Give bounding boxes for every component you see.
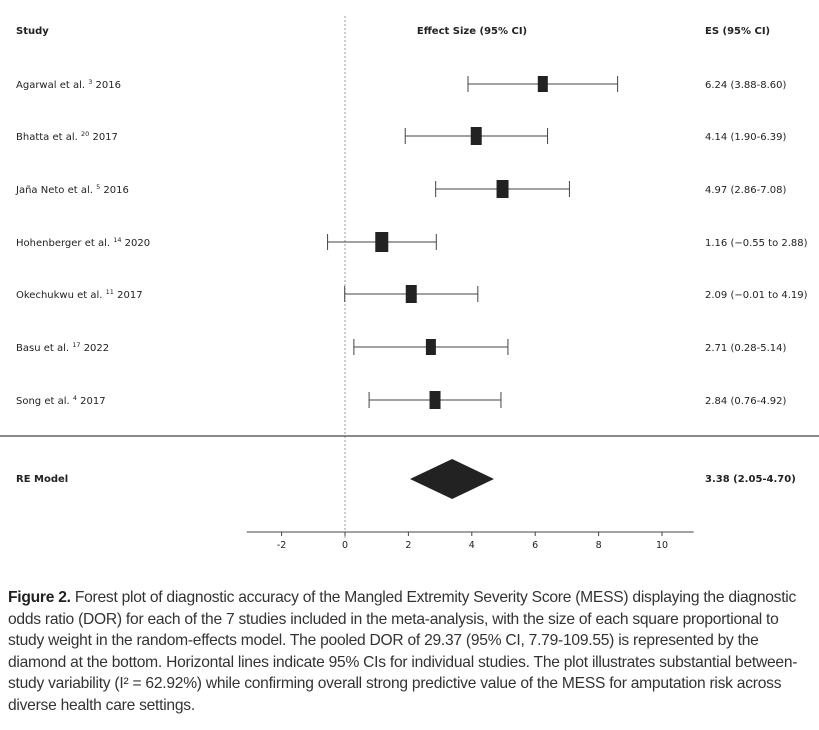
effect-size-square — [537, 76, 548, 92]
caption-text: Forest plot of diagnostic accuracy of th… — [8, 589, 798, 714]
study-es-label: 2.84 (0.76-4.92) — [705, 396, 786, 407]
study-es-label: 6.24 (3.88-8.60) — [705, 80, 786, 91]
effect-size-square — [470, 127, 482, 145]
effect-size-square — [425, 339, 436, 355]
effect-size-square — [429, 391, 441, 409]
forest-plot: Study Effect Size (95% CI) ES (95% CI) A… — [0, 16, 819, 551]
study-label: Basu et al. 17 2022 — [16, 341, 109, 354]
study-label: Agarwal et al. 3 2016 — [16, 78, 121, 91]
x-tick-label: 10 — [656, 540, 668, 551]
figure-caption: Figure 2. Forest plot of diagnostic accu… — [8, 587, 813, 717]
x-tick-label: 8 — [596, 540, 602, 551]
header-effect-size: Effect Size (95% CI) — [417, 26, 527, 37]
study-label: Bhatta et al. 20 2017 — [16, 130, 118, 143]
effect-size-square — [405, 285, 417, 303]
x-tick-label: -2 — [277, 540, 286, 551]
x-tick-label: 2 — [405, 540, 411, 551]
study-es-label: 2.09 (−0.01 to 4.19) — [705, 290, 808, 301]
study-label: Jaña Neto et al. 5 2016 — [15, 183, 129, 196]
x-tick-label: 0 — [342, 540, 348, 551]
header-es: ES (95% CI) — [705, 26, 770, 37]
study-label: Hohenberger et al. 14 2020 — [16, 236, 150, 249]
summary-diamond — [409, 459, 494, 499]
study-label: Song et al. 4 2017 — [16, 394, 106, 407]
header-study: Study — [16, 26, 49, 37]
study-es-label: 4.14 (1.90-6.39) — [705, 132, 786, 143]
effect-size-square — [375, 232, 389, 252]
caption-label: Figure 2. — [8, 589, 71, 606]
summary-label: RE Model — [16, 474, 68, 485]
x-tick-label: 4 — [469, 540, 475, 551]
study-es-label: 1.16 (−0.55 to 2.88) — [705, 238, 808, 249]
x-tick-label: 6 — [532, 540, 538, 551]
study-label: Okechukwu et al. 11 2017 — [16, 288, 143, 301]
study-es-label: 2.71 (0.28-5.14) — [705, 343, 786, 354]
effect-size-square — [496, 180, 509, 198]
study-es-label: 4.97 (2.86-7.08) — [705, 185, 786, 196]
summary-es-label: 3.38 (2.05-4.70) — [705, 474, 796, 485]
